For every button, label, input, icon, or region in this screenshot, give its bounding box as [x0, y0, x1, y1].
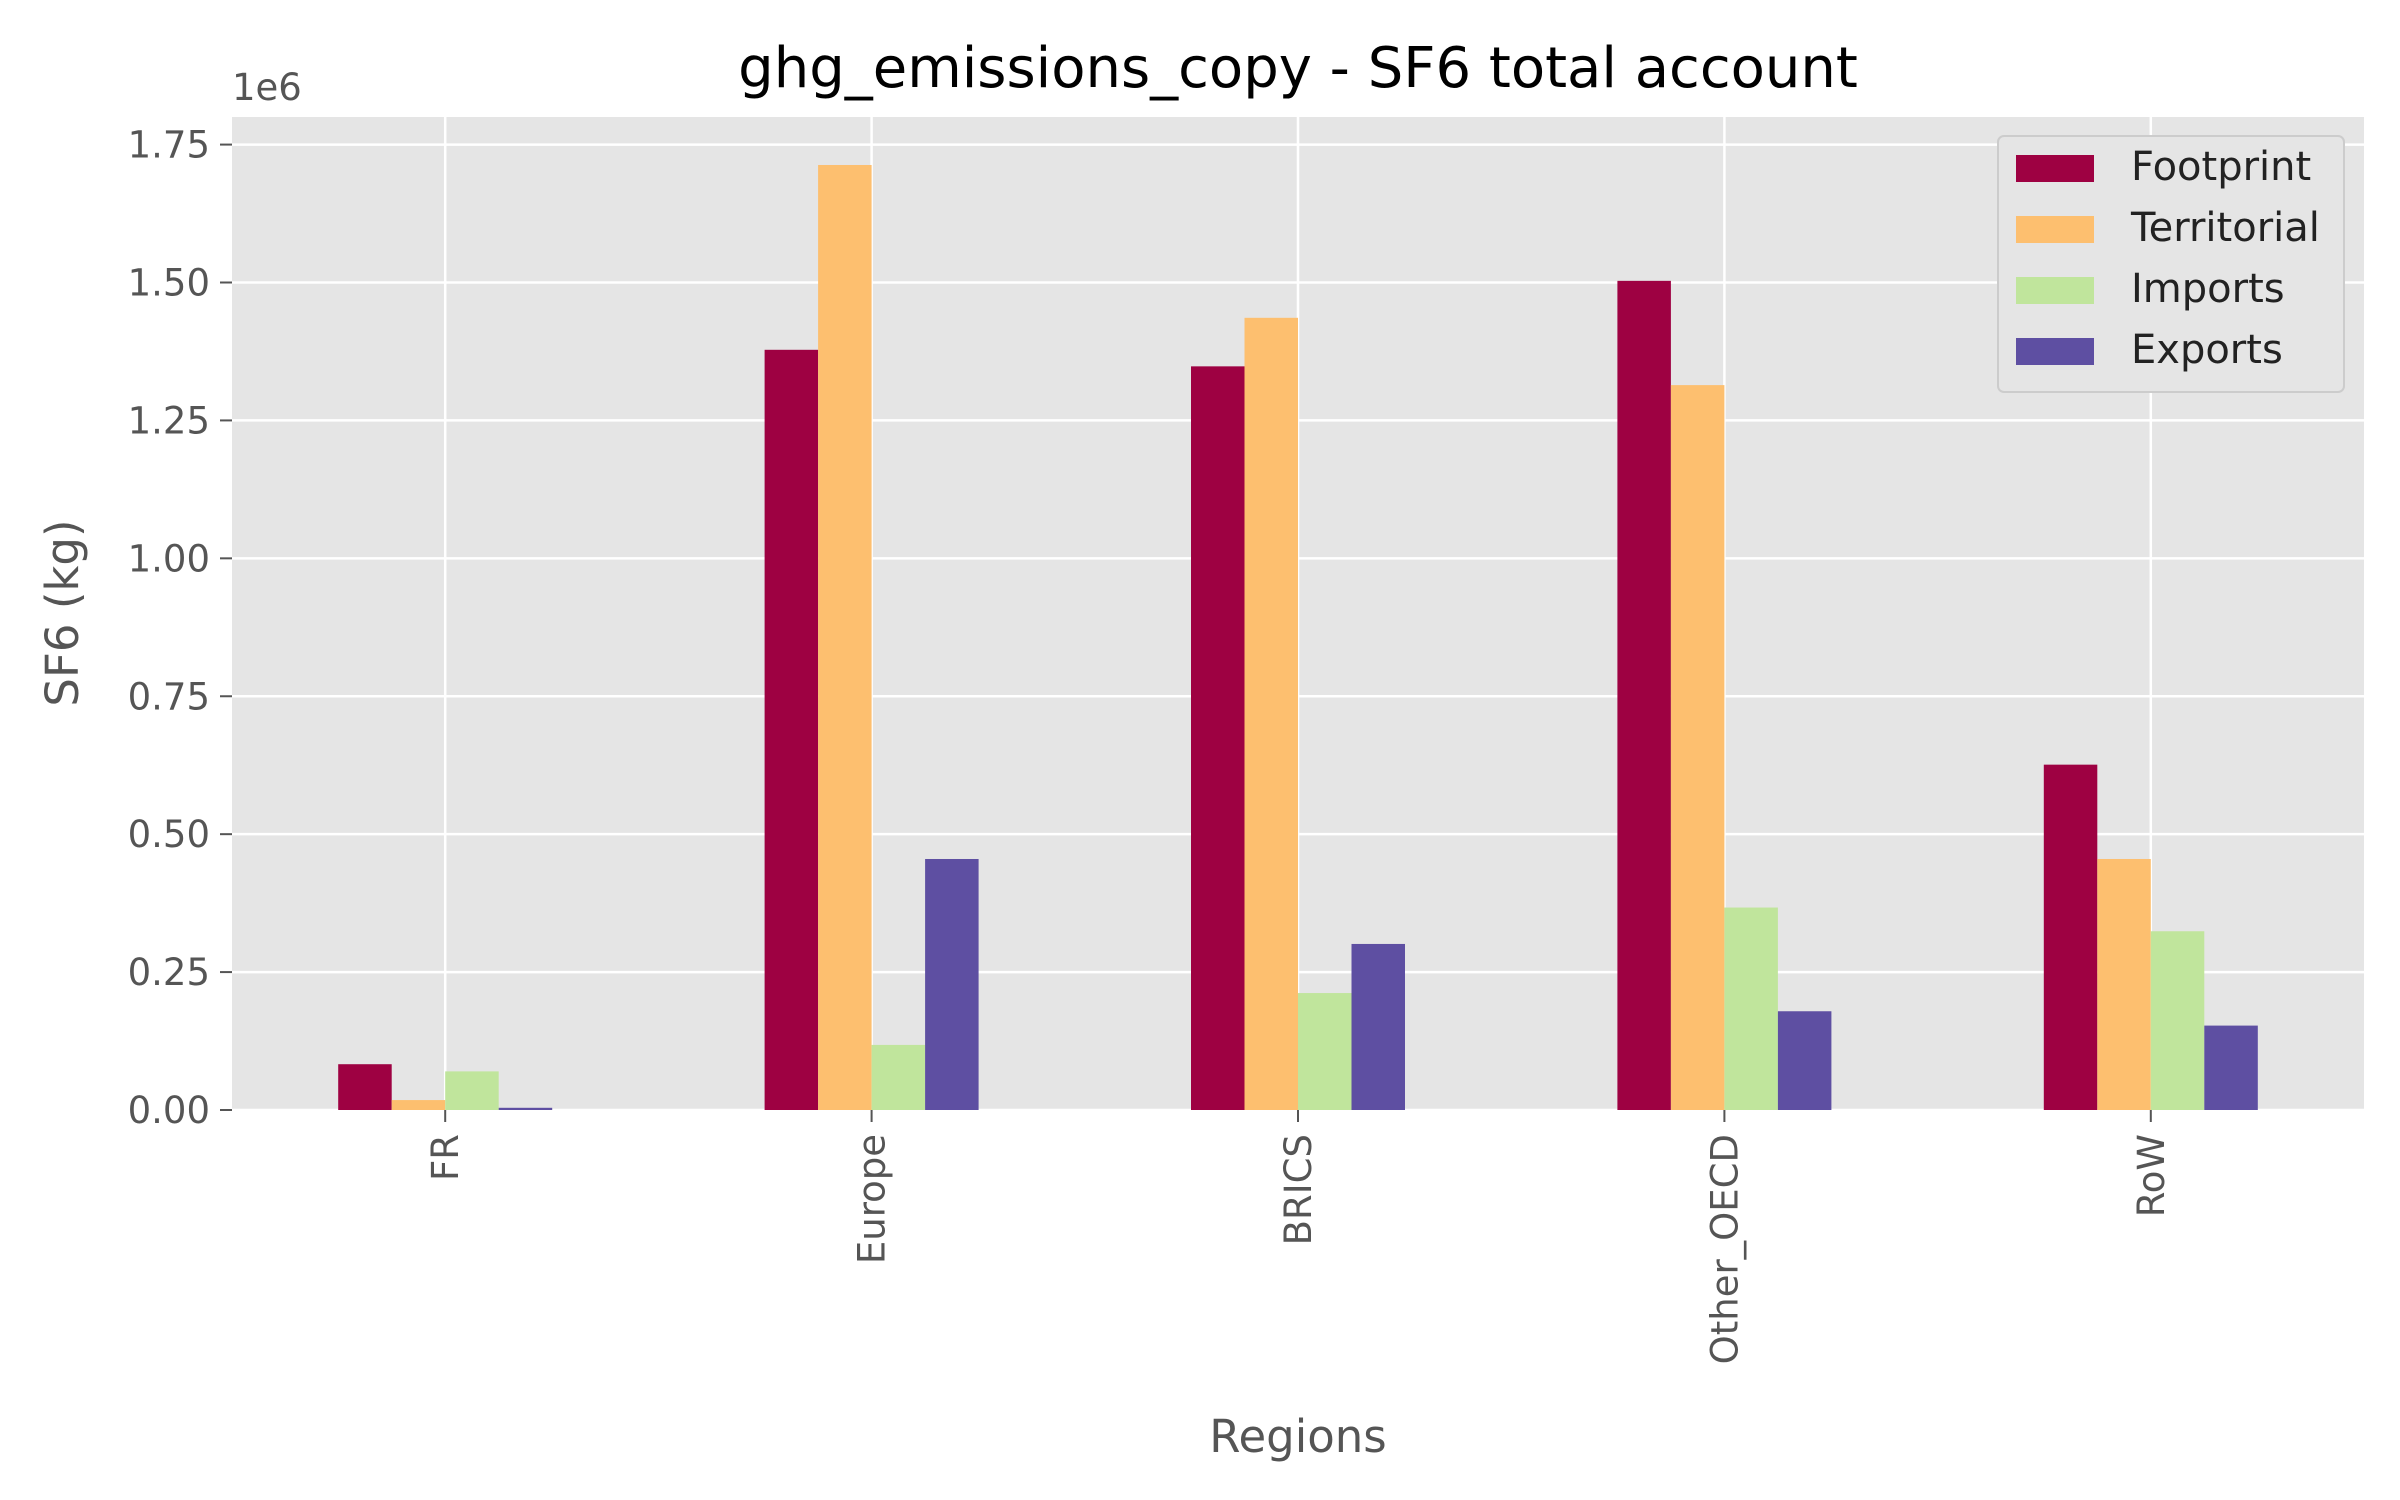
- bar-territorial-row: [2097, 858, 2151, 1110]
- bar-imports-fr: [445, 1071, 499, 1110]
- x-tick-label: Europe: [851, 1134, 894, 1264]
- legend-frame: [1997, 135, 2345, 393]
- bars: [338, 164, 2258, 1111]
- legend-label-territorial: Territorial: [2130, 205, 2320, 251]
- bar-exports-europe: [925, 858, 979, 1110]
- legend-swatch-imports: [2016, 277, 2094, 304]
- bar-territorial-fr: [391, 1100, 446, 1110]
- y-tick-label: 1.00: [128, 537, 210, 580]
- legend-swatch-territorial: [2016, 216, 2094, 243]
- x-tick-label: BRICS: [1277, 1134, 1320, 1245]
- legend-label-imports: Imports: [2131, 266, 2285, 312]
- bar-exports-fr: [498, 1107, 553, 1110]
- y-tick-label: 1.25: [128, 399, 210, 442]
- x-tick-label: Other_OECD: [1703, 1134, 1746, 1364]
- x-tick-label: FR: [424, 1134, 467, 1181]
- y-tick-label: 0.00: [128, 1089, 210, 1132]
- bar-territorial-brics: [1244, 317, 1298, 1111]
- legend-swatch-exports: [2016, 338, 2094, 365]
- x-tick-label: RoW: [2130, 1134, 2173, 1217]
- bar-imports-europe: [871, 1044, 926, 1110]
- x-axis-ticks: FR Europe BRICS Other_OECD RoW: [424, 1110, 2173, 1364]
- y-tick-label: 1.50: [128, 262, 210, 305]
- bar-imports-row: [2150, 931, 2205, 1110]
- bar-territorial-other_oecd: [1670, 385, 1725, 1110]
- bar-exports-row: [2204, 1025, 2258, 1110]
- legend: Footprint Territorial Imports Exports: [1997, 135, 2345, 393]
- bar-exports-brics: [1351, 943, 1405, 1110]
- bar-imports-brics: [1298, 993, 1352, 1110]
- bar-footprint-other_oecd: [1617, 280, 1671, 1111]
- y-axis-label: SF6 (kg): [36, 519, 89, 706]
- y-tick-label: 0.75: [128, 675, 210, 718]
- bar-footprint-brics: [1191, 366, 1245, 1110]
- bar-territorial-europe: [818, 164, 872, 1110]
- bar-footprint-row: [2043, 764, 2098, 1110]
- chart-title: ghg_emissions_copy - SF6 total account: [738, 36, 1858, 101]
- legend-swatch-footprint: [2016, 155, 2094, 182]
- legend-label-footprint: Footprint: [2131, 144, 2311, 190]
- y-tick-label: 1.75: [128, 124, 210, 167]
- bar-imports-other_oecd: [1724, 907, 1778, 1110]
- y-tick-label: 0.25: [128, 951, 210, 994]
- bar-exports-other_oecd: [1777, 1011, 1832, 1110]
- x-axis-label: Regions: [1209, 1410, 1387, 1463]
- y-axis-ticks: 0.00 0.25 0.50 0.75 1.00 1.25 1.50 1.75: [128, 124, 232, 1132]
- bar-footprint-fr: [338, 1064, 392, 1110]
- bar-footprint-europe: [764, 349, 819, 1110]
- legend-label-exports: Exports: [2131, 327, 2283, 373]
- y-tick-label: 0.50: [128, 813, 210, 856]
- y-axis-offset-label: 1e6: [232, 66, 302, 109]
